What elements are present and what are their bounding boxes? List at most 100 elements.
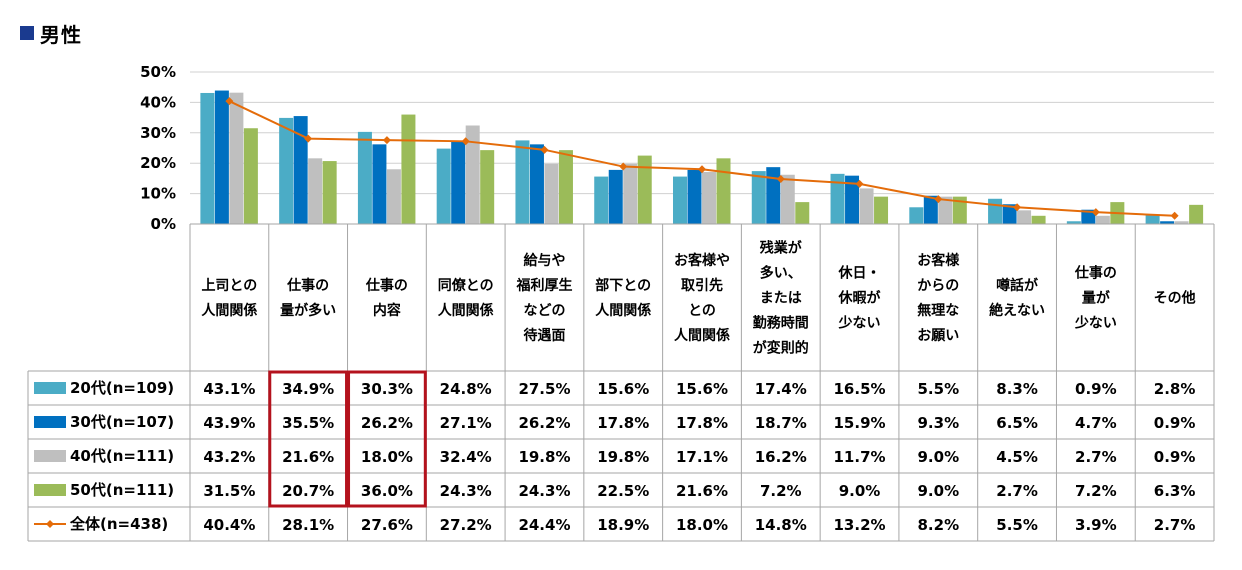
bar	[1095, 215, 1110, 224]
data-cell: 21.6%	[676, 482, 728, 500]
bar	[1174, 221, 1189, 224]
data-cell: 40.4%	[203, 516, 255, 534]
data-cell: 2.7%	[1154, 516, 1196, 534]
legend-label: 全体(n=438)	[69, 515, 168, 533]
line-point	[619, 162, 628, 171]
data-cell: 26.2%	[518, 414, 570, 432]
legend-label: 50代(n=111)	[70, 481, 174, 499]
title-text: 男性	[40, 22, 82, 47]
category-label: 量が多い	[280, 302, 336, 319]
category-label: 同僚との	[438, 277, 494, 294]
data-cell: 43.1%	[203, 380, 255, 398]
bar	[544, 163, 559, 224]
data-cell: 13.2%	[834, 516, 886, 534]
line-point	[698, 165, 706, 174]
bar	[515, 140, 530, 224]
bar	[465, 125, 480, 224]
data-cell: 4.5%	[996, 448, 1038, 466]
data-cell: 15.6%	[597, 380, 649, 398]
data-cell: 28.1%	[282, 516, 334, 534]
legend-label: 20代(n=109)	[70, 379, 174, 397]
category-label: 残業が	[760, 240, 803, 257]
data-cell: 22.5%	[597, 482, 649, 500]
data-cell: 36.0%	[361, 482, 413, 500]
data-cell: 24.3%	[518, 482, 570, 500]
bar	[923, 195, 938, 224]
title-marker-icon	[20, 26, 34, 40]
bar	[243, 128, 258, 224]
data-cell: 0.9%	[1154, 414, 1196, 432]
category-label: 量が	[1082, 290, 1111, 307]
bar	[874, 196, 889, 224]
bar	[637, 155, 652, 224]
category-label: 人間関係	[674, 327, 730, 344]
y-tick-label: 40%	[140, 93, 176, 111]
bar	[1031, 215, 1046, 224]
data-cell: 16.2%	[755, 448, 807, 466]
bar	[830, 173, 845, 224]
category-label: お客様や	[674, 252, 730, 269]
category-label: 上司との	[201, 278, 257, 294]
bar	[322, 161, 337, 224]
bar	[1160, 221, 1175, 224]
category-label: お願い	[917, 328, 959, 344]
y-tick-label: 20%	[140, 154, 176, 172]
category-label: からの	[917, 278, 959, 294]
data-cell: 43.2%	[203, 448, 255, 466]
data-cell: 24.4%	[518, 516, 570, 534]
data-cell: 43.9%	[203, 414, 255, 432]
category-label: 取引先	[681, 277, 723, 294]
data-cell: 27.5%	[518, 380, 570, 398]
bar	[673, 176, 687, 224]
data-cell: 6.5%	[996, 414, 1038, 432]
bar	[702, 172, 716, 224]
data-cell: 2.8%	[1154, 380, 1196, 398]
data-cell: 7.2%	[1075, 482, 1117, 500]
bar	[1081, 209, 1096, 224]
bar	[436, 148, 451, 224]
bar	[308, 158, 323, 224]
line-point	[1170, 211, 1179, 220]
chart-title: 男性	[20, 18, 82, 48]
data-cell: 26.2%	[361, 414, 413, 432]
line-point	[461, 137, 470, 146]
bar	[623, 163, 638, 224]
data-cell: 9.3%	[918, 414, 960, 432]
bar	[1145, 215, 1160, 224]
category-label: 休日・	[838, 265, 881, 282]
line-point	[382, 136, 391, 145]
data-cell: 9.0%	[918, 448, 960, 466]
category-label: 待遇面	[523, 327, 565, 344]
data-cell: 24.8%	[440, 380, 492, 398]
category-label: などの	[523, 303, 565, 319]
data-cell: 8.2%	[918, 516, 960, 534]
category-label: または	[760, 291, 802, 307]
data-cell: 18.0%	[676, 516, 728, 534]
category-label: 絶えない	[989, 302, 1045, 319]
bar	[845, 175, 860, 224]
y-tick-label: 0%	[151, 215, 176, 233]
data-cell: 9.0%	[839, 482, 881, 500]
category-label: が変則的	[753, 340, 809, 357]
data-cell: 34.9%	[282, 380, 334, 398]
category-label: 給与や	[523, 252, 565, 269]
category-label: 仕事の	[365, 277, 408, 294]
data-cell: 5.5%	[996, 516, 1038, 534]
bar	[558, 150, 573, 224]
data-cell: 19.8%	[518, 448, 570, 466]
y-tick-label: 30%	[140, 124, 176, 142]
bar	[988, 198, 1003, 224]
data-cell: 27.2%	[440, 516, 492, 534]
data-cell: 18.9%	[597, 516, 649, 534]
bar	[938, 196, 953, 224]
line-point	[776, 175, 785, 184]
legend-marker	[46, 520, 54, 528]
line-point	[1013, 203, 1022, 212]
category-label: お客様	[917, 252, 960, 269]
legend-label: 40代(n=111)	[70, 447, 174, 465]
bar	[952, 196, 967, 224]
data-cell: 2.7%	[1075, 448, 1117, 466]
legend-swatch	[34, 416, 66, 428]
data-cell: 17.8%	[676, 414, 728, 432]
